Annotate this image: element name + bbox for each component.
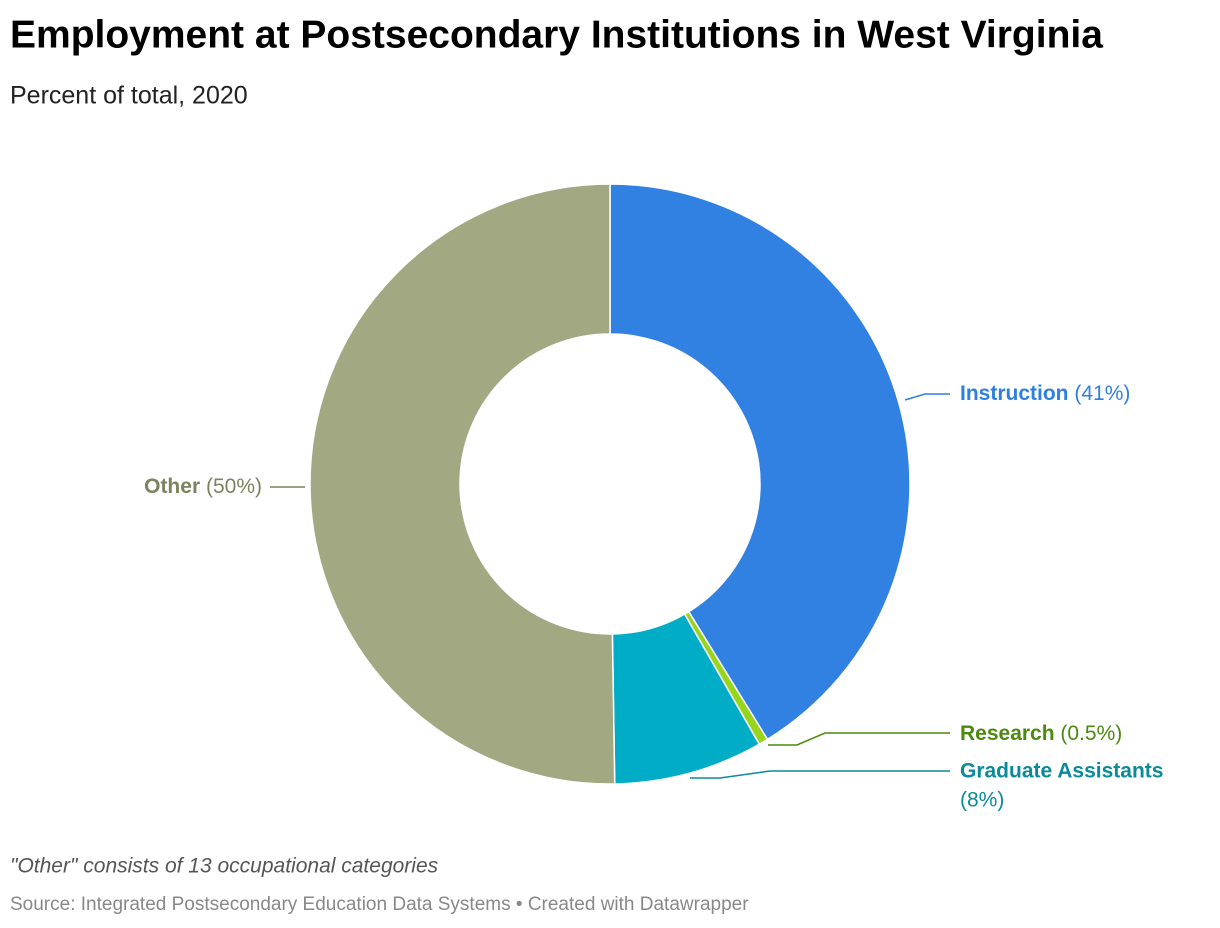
donut-slice (309, 183, 616, 785)
donut-slice (609, 183, 911, 741)
slice-label: Research (0.5%) (960, 722, 1122, 745)
source: Source: Integrated Postsecondary Educati… (10, 894, 749, 915)
leader-line (768, 732, 950, 746)
slice-label-name: Graduate Assistants (960, 760, 1163, 783)
slice-label-value: (8%) (960, 789, 1004, 812)
slice-label-name: Research (960, 722, 1055, 745)
slice-label-value: (50%) (206, 475, 262, 498)
slice-label-value: (41%) (1074, 382, 1130, 405)
chart-subtitle: Percent of total, 2020 (10, 82, 248, 110)
chart-title: Employment at Postsecondary Institutions… (10, 13, 1103, 56)
slice-label: Other (50%) (144, 475, 262, 498)
slice-label-value: (0.5%) (1060, 722, 1122, 745)
slice-label: Instruction (41%) (960, 382, 1130, 405)
slice-label-name: Instruction (960, 382, 1069, 405)
leader-line (904, 393, 950, 401)
note: "Other" consists of 13 occupational cate… (10, 855, 439, 878)
leader-line (690, 770, 950, 779)
slice-label-name: Other (144, 475, 200, 498)
